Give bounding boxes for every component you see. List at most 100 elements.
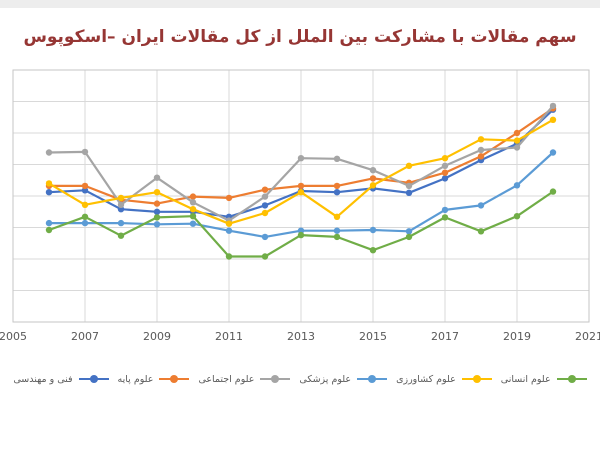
data-point-marker [441,175,449,182]
data-point-marker [441,214,449,221]
data-point-marker [477,228,485,235]
data-point-marker [369,226,377,234]
legend-label: فنی و مهندسی [13,373,73,385]
data-point-marker [441,206,449,214]
data-point-marker [333,155,341,162]
data-point-marker [81,187,89,194]
data-point-marker [225,220,233,227]
data-point-marker [189,220,197,227]
data-point-marker [297,182,305,190]
data-point-marker [261,202,269,209]
data-point-marker [261,233,269,241]
x-tick-label: 2005 [0,330,27,343]
data-point-marker [441,155,449,162]
data-point-marker [45,226,53,234]
data-point-marker [333,233,341,241]
data-point-marker [297,227,305,234]
legend-label: علوم انسانی [500,373,551,385]
legend-line-dot-icon [159,375,190,383]
data-point-marker [81,201,89,208]
data-point-marker [153,221,161,228]
data-point-marker [81,148,89,156]
data-point-marker [297,189,305,196]
data-point-marker [81,219,89,227]
data-point-marker [153,214,161,221]
legend-label: علوم اجتماعی [198,373,255,385]
data-point-marker [441,169,449,176]
x-tick-label: 2011 [215,330,243,343]
data-point-marker [369,182,377,189]
data-point-marker [189,213,197,220]
data-point-marker [189,193,197,200]
data-point-marker [405,189,413,196]
data-point-marker [117,201,125,208]
data-point-marker [117,206,125,213]
data-point-marker [297,231,305,239]
data-point-marker [549,149,557,156]
legend: فنی و مهندسی علوم پایه علوم اجتماعی علوم پز… [0,369,600,389]
data-point-marker [405,233,413,241]
legend-line-dot-icon [78,375,109,383]
data-point-marker [513,144,521,151]
x-tick-label: 2009 [143,330,171,343]
data-point-marker [261,193,269,200]
data-point-marker [81,213,89,220]
data-point-marker [225,253,233,260]
x-tick-label: 2007 [71,330,99,343]
legend-item: علوم پایه [118,374,190,385]
legend-item: علوم انسانی [501,374,587,385]
data-point-marker [297,155,305,162]
data-point-marker [45,219,53,227]
data-point-marker [333,182,341,190]
data-point-marker [369,167,377,174]
data-point-marker [333,227,341,234]
data-point-marker [369,247,377,254]
data-point-marker [117,232,125,239]
data-point-marker [117,194,125,202]
data-point-marker [477,153,485,160]
data-point-marker [513,129,521,137]
x-tick-label: 2019 [503,330,531,343]
data-point-marker [549,102,557,110]
legend-item: فنی و مهندسی [13,373,109,385]
data-point-marker [405,228,413,235]
data-point-marker [153,200,161,207]
data-point-marker [117,219,125,227]
data-point-marker [45,180,53,187]
data-point-marker [405,162,413,169]
legend-label: علوم کشاورزی [396,373,456,385]
data-point-marker [333,189,341,196]
legend-line-dot-icon [357,375,388,383]
data-point-marker [405,182,413,190]
x-tick-label: 2021 [575,330,600,343]
legend-item: علوم پزشکی [299,374,388,385]
data-point-marker [513,137,521,144]
chart-title: سهم مقالات با مشارکت بین الملل از کل مقا… [23,27,577,48]
data-point-marker [45,189,53,196]
data-point-marker [189,206,197,213]
data-point-marker [153,208,161,215]
x-axis: 2005 2007 2009 2011 2013 2015 2017 2019 2021 [0,330,600,346]
legend-line-dot-icon [556,375,587,383]
data-point-marker [369,175,377,182]
data-point-marker [261,209,269,217]
data-point-marker [261,253,269,260]
data-point-marker [441,162,449,169]
data-point-marker [513,182,521,189]
data-point-marker [81,182,89,190]
data-point-marker [477,202,485,209]
data-point-marker [45,149,53,156]
data-point-marker [549,116,557,124]
window-top-edge [0,0,600,8]
legend-label: علوم پایه [117,373,154,385]
data-point-marker [189,199,197,206]
data-point-marker [513,213,521,220]
x-tick-label: 2015 [359,330,387,343]
legend-item: علوم اجتماعی [198,373,291,385]
data-point-marker [333,213,341,220]
legend-line-dot-icon [461,375,492,383]
data-point-marker [549,188,557,195]
data-point-marker [261,186,269,193]
data-point-marker [153,174,161,181]
data-point-marker [477,136,485,143]
